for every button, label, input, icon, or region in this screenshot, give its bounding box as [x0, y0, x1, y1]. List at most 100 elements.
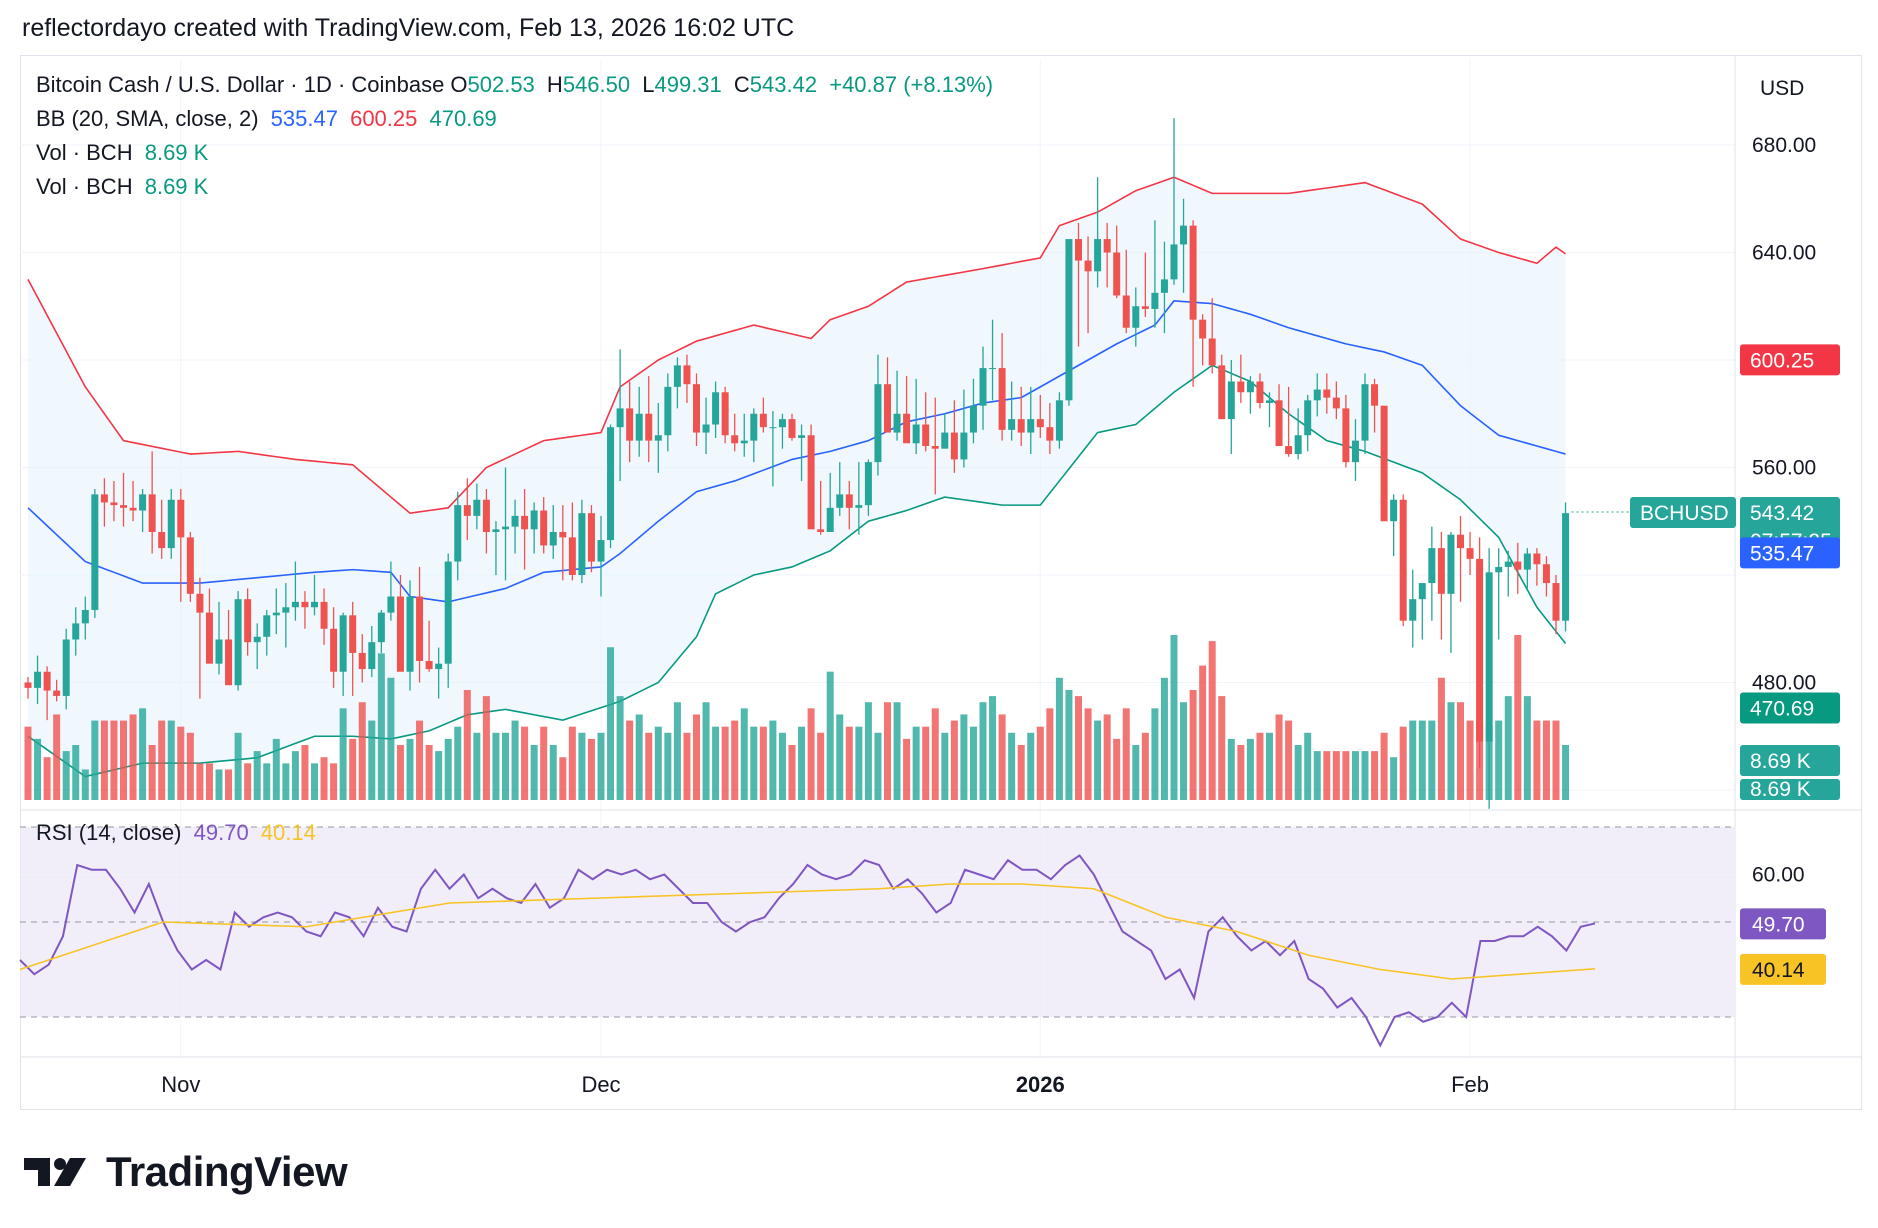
- candle: [1466, 532, 1474, 575]
- volume-bar: [721, 726, 729, 800]
- candle-body: [683, 365, 691, 385]
- candle: [750, 408, 758, 463]
- candle: [540, 497, 548, 554]
- volume-bar: [282, 763, 290, 800]
- candle-body: [1065, 239, 1073, 401]
- candle-body: [769, 427, 777, 429]
- volume-bar: [1008, 732, 1016, 800]
- bb-upper-value: 600.25: [350, 106, 418, 131]
- candle: [693, 373, 700, 446]
- open-value: 502.53: [467, 72, 535, 97]
- volume-bar: [100, 720, 108, 800]
- volume-bar: [941, 732, 949, 800]
- candle-body: [1208, 338, 1216, 366]
- candle: [1075, 222, 1082, 347]
- volume-bar: [1122, 708, 1130, 800]
- candle: [34, 655, 42, 704]
- candle: [664, 373, 672, 452]
- volume-bar: [1036, 726, 1044, 800]
- bb-legend[interactable]: BB (20, SMA, close, 2) 535.47 600.25 470…: [36, 106, 503, 132]
- candle: [864, 459, 872, 516]
- volume-bar: [635, 714, 643, 800]
- symbol-tag-text: BCHUSD: [1640, 502, 1729, 525]
- volume-bar: [1084, 708, 1092, 800]
- volume-bar: [922, 726, 930, 800]
- candle: [72, 607, 80, 656]
- candle-body: [616, 408, 624, 428]
- volume-bar: [683, 732, 691, 800]
- volume-legend-2[interactable]: Vol · BCH 8.69 K: [36, 174, 214, 200]
- candle-body: [1437, 548, 1445, 594]
- candle: [473, 483, 481, 530]
- high-label: H: [546, 72, 563, 97]
- candle: [205, 588, 213, 664]
- volume-bars: [24, 635, 1570, 800]
- volume-bar: [587, 738, 595, 800]
- candle: [1046, 403, 1054, 455]
- volume-bar: [549, 745, 557, 800]
- candle-body: [559, 532, 567, 538]
- candle: [683, 354, 691, 403]
- candle: [158, 499, 166, 559]
- last-price-tag-text: 543.42: [1750, 502, 1814, 525]
- candle-body: [368, 642, 376, 670]
- candle-body: [549, 532, 557, 546]
- symbol-title[interactable]: Bitcoin Cash / U.S. Dollar · 1D · Coinba…: [36, 72, 445, 97]
- candle-body: [597, 540, 605, 562]
- candle-body: [740, 440, 748, 444]
- close-value: 543.42: [749, 72, 818, 97]
- candle-body: [396, 596, 404, 672]
- candle: [1160, 241, 1168, 334]
- candle-body: [1323, 389, 1331, 398]
- candle-body: [120, 505, 127, 508]
- candle: [969, 378, 977, 444]
- volume-bar: [1523, 696, 1531, 800]
- rsi-legend[interactable]: RSI (14, close) 49.70 40.14: [36, 820, 322, 846]
- candle: [215, 601, 223, 675]
- candle-body: [1151, 292, 1159, 309]
- candle: [1237, 354, 1245, 403]
- volume-bar: [482, 696, 490, 800]
- high-value: 546.50: [562, 72, 631, 97]
- candle-body: [979, 368, 987, 406]
- volume-legend[interactable]: Vol · BCH 8.69 K: [36, 140, 214, 166]
- volume-bar: [339, 708, 347, 800]
- candle-body: [110, 502, 118, 506]
- candle: [721, 386, 729, 444]
- candle: [1294, 408, 1302, 460]
- candle: [731, 413, 739, 452]
- volume-tag-text: 8.69 K: [1750, 750, 1811, 773]
- candle: [377, 609, 385, 653]
- rsi-band: [20, 827, 1735, 1017]
- symbol-tag-bg: [1630, 497, 1736, 529]
- volume-bar: [502, 732, 509, 800]
- candle: [645, 376, 653, 463]
- candle-body: [855, 505, 863, 508]
- volume-bar: [358, 702, 366, 800]
- candle-body: [931, 446, 939, 449]
- candle: [435, 647, 443, 699]
- candle-body: [874, 384, 882, 463]
- candle-body: [1075, 239, 1082, 261]
- volume-bar: [1170, 635, 1178, 800]
- candle-body: [311, 601, 318, 608]
- candle-body: [1160, 279, 1168, 293]
- volume-bar: [1428, 720, 1436, 800]
- candle: [884, 357, 891, 433]
- volume-bar: [72, 745, 80, 800]
- candle: [654, 403, 662, 473]
- candle: [1351, 419, 1359, 481]
- candle-body: [903, 413, 911, 444]
- volume-bar: [1437, 677, 1445, 800]
- candle-body: [1084, 260, 1092, 272]
- volume-bar: [884, 702, 891, 800]
- candle-body: [778, 419, 786, 428]
- volume-bar: [1542, 720, 1550, 800]
- tradingview-logo[interactable]: TradingView: [24, 1148, 348, 1196]
- candle-body: [301, 601, 309, 608]
- candle-body: [91, 494, 99, 610]
- candle-body: [798, 435, 806, 438]
- volume-bar: [377, 653, 385, 800]
- candle-body: [922, 424, 930, 446]
